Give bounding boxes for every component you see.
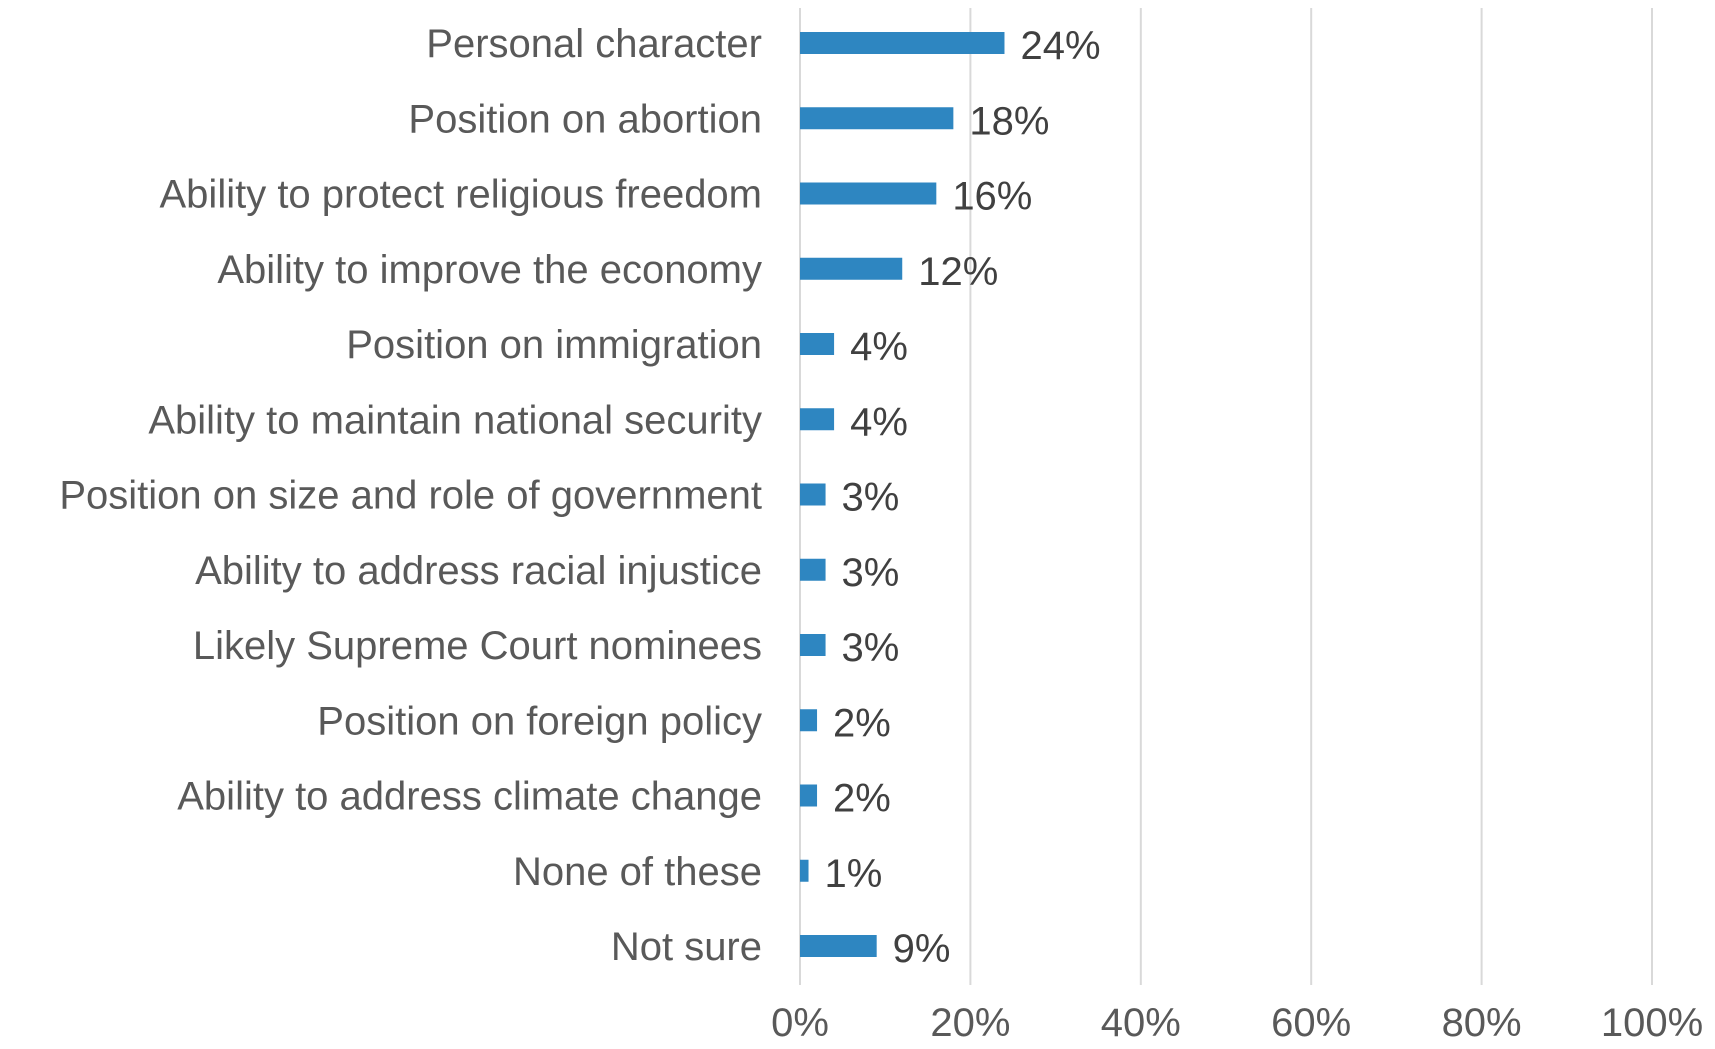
data-label: 16% <box>952 175 1032 219</box>
category-label: Position on immigration <box>346 323 762 367</box>
category-label: Position on foreign policy <box>317 699 762 743</box>
bars <box>800 32 1005 957</box>
bar <box>800 333 835 355</box>
bar <box>800 32 1005 54</box>
data-label: 2% <box>833 701 891 745</box>
category-label: Ability to maintain national security <box>148 398 762 442</box>
bar <box>800 182 937 205</box>
data-label: 12% <box>918 250 998 294</box>
bar <box>800 107 954 130</box>
category-label: Personal character <box>426 22 762 66</box>
data-label: 18% <box>969 99 1049 143</box>
x-tick-label: 40% <box>1101 1001 1181 1045</box>
bar <box>800 558 826 581</box>
category-label: Likely Supreme Court nominees <box>193 624 762 668</box>
data-label: 2% <box>833 777 891 821</box>
x-tick-label: 80% <box>1442 1001 1522 1045</box>
bar <box>800 709 818 732</box>
category-label: Not sure <box>611 925 762 969</box>
data-label: 4% <box>850 400 908 444</box>
category-labels: Personal character Position on abortion Ab… <box>59 22 762 969</box>
x-tick-label: 20% <box>930 1001 1010 1045</box>
bar <box>800 483 826 506</box>
x-tick-label: 60% <box>1271 1001 1351 1045</box>
gridlines <box>799 8 1653 985</box>
data-label: 9% <box>893 927 951 971</box>
bar <box>800 859 809 882</box>
data-label: 3% <box>842 626 900 670</box>
data-label: 4% <box>850 325 908 369</box>
bar <box>800 408 835 431</box>
category-label: Position on abortion <box>408 97 762 141</box>
category-label: Ability to protect religious freedom <box>160 173 763 217</box>
data-label: 3% <box>842 476 900 520</box>
bar <box>800 257 903 280</box>
value-labels: 24%18%16%12%4%4%3%3%3%2%2%1%9% <box>825 24 1101 971</box>
x-axis-tick-labels: 0% 20% 40% 60% 80% 100% <box>771 1001 1703 1045</box>
bar <box>800 634 826 656</box>
data-label: 3% <box>842 551 900 595</box>
data-label: 24% <box>1020 24 1100 68</box>
bar <box>800 935 877 957</box>
category-label: None of these <box>513 850 762 894</box>
x-tick-label: 100% <box>1601 1001 1703 1045</box>
category-label: Position on size and role of government <box>59 474 762 518</box>
category-label: Ability to improve the economy <box>217 248 762 292</box>
category-label: Ability to address racial injustice <box>195 549 762 593</box>
x-tick-label: 0% <box>771 1001 829 1045</box>
bar <box>800 784 818 807</box>
data-label: 1% <box>825 852 883 896</box>
category-label: Ability to address climate change <box>177 775 762 819</box>
